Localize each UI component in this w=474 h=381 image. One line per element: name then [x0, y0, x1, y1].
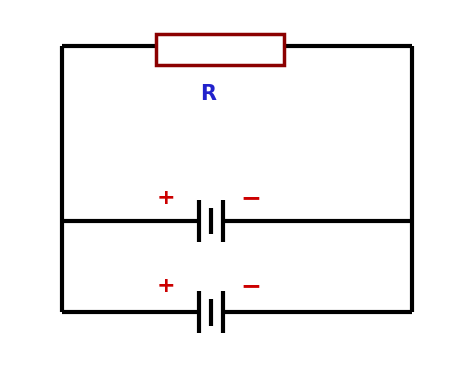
Text: −: − — [241, 274, 262, 298]
Text: +: + — [156, 188, 175, 208]
Text: R: R — [201, 84, 217, 104]
Bar — [156, 34, 284, 65]
Text: +: + — [156, 276, 175, 296]
Text: −: − — [241, 186, 262, 210]
